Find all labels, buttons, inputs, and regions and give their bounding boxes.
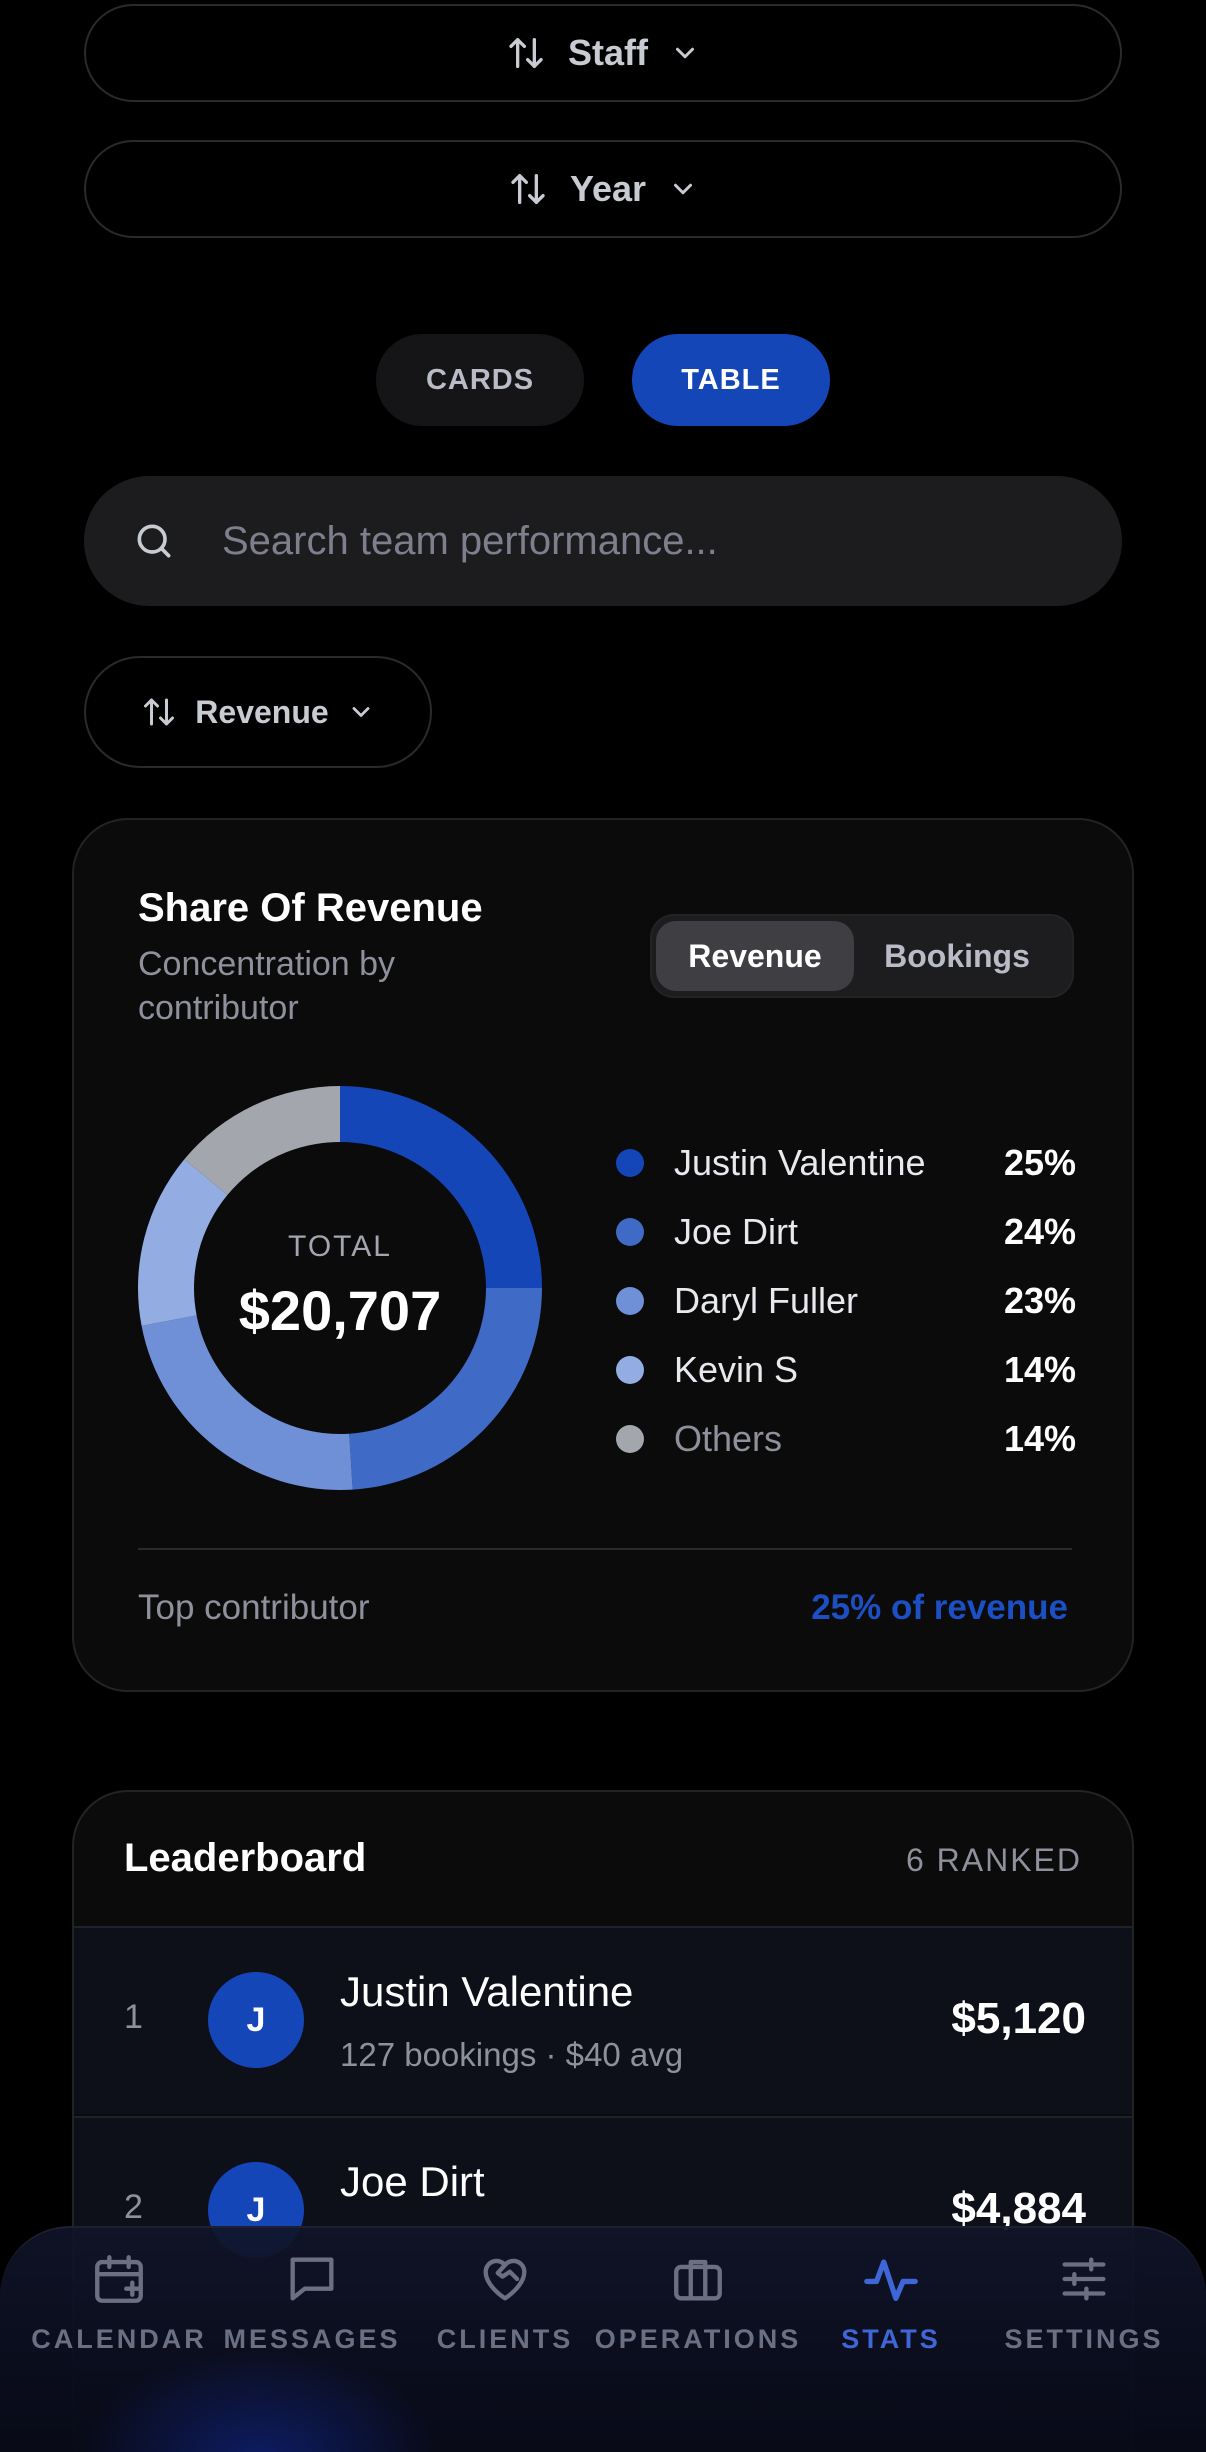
legend-name: Joe Dirt (674, 1210, 799, 1252)
revenue-donut-chart (138, 1086, 542, 1490)
legend-value: 14% (1003, 1348, 1076, 1390)
top-contributor-share: 25% of revenue (811, 1588, 1068, 1627)
donut-slice-1 (349, 1288, 542, 1490)
cards-view-button[interactable]: CARDS (376, 334, 584, 426)
staff-filter-button[interactable]: Staff (84, 4, 1122, 102)
avatar: J (208, 1972, 304, 2068)
calendar-plus-icon (95, 2255, 143, 2303)
legend-item: Others 14% (616, 1404, 1076, 1473)
legend-dot (616, 1148, 644, 1177)
legend-item: Kevin S 14% (616, 1335, 1076, 1404)
share-of-revenue-card: Share Of Revenue Concentration by contri… (72, 818, 1134, 1692)
leaderboard-row[interactable]: 1 J Justin Valentine 127 bookings · $40 … (74, 1926, 1132, 2114)
tab-calendar[interactable]: CALENDAR (24, 2250, 214, 2390)
tab-label: STATS (841, 2324, 941, 2354)
tab-label: OPERATIONS (594, 2324, 802, 2354)
legend-value: 23% (1003, 1279, 1076, 1321)
table-view-button[interactable]: TABLE (632, 334, 830, 426)
donut-slice-2 (141, 1315, 353, 1490)
legend-dot (616, 1424, 644, 1453)
row-name: Joe Dirt (340, 2158, 485, 2205)
card-subtitle: Concentration by contributor (138, 945, 396, 1027)
legend-item: Justin Valentine 25% (616, 1128, 1076, 1197)
activity-icon (864, 2259, 918, 2301)
donut-slice-4 (184, 1086, 340, 1195)
tabbar-glow (80, 2348, 440, 2452)
legend-name: Others (674, 1417, 783, 1459)
legend-value: 25% (1003, 1141, 1076, 1183)
row-rank: 1 (124, 1998, 143, 2036)
top-contributor-label: Top contributor (138, 1588, 370, 1627)
legend-dot (616, 1286, 644, 1315)
bookings-toggle-button[interactable]: Bookings (884, 937, 1030, 974)
tab-operations[interactable]: OPERATIONS (595, 2250, 798, 2390)
bottom-tab-bar: CALENDAR MESSAGES CLIENTS OPERATIONS STA… (0, 2226, 1206, 2452)
donut-slice-3 (138, 1159, 228, 1326)
donut-total-value: $20,707 (238, 1279, 442, 1342)
row-name: Justin Valentine (340, 1968, 634, 2015)
donut-slice-0 (340, 1086, 542, 1288)
search-input[interactable] (222, 518, 1042, 564)
tab-messages[interactable]: MESSAGES (217, 2250, 407, 2390)
chat-bubble-icon (290, 2257, 334, 2301)
sliders-icon (1062, 2257, 1106, 2301)
legend-item: Joe Dirt 24% (616, 1197, 1076, 1266)
legend-dot (616, 1217, 644, 1246)
sort-label: Revenue (195, 693, 329, 730)
tab-settings[interactable]: SETTINGS (989, 2250, 1179, 2390)
chevron-down-icon (674, 183, 693, 195)
sort-arrows-icon (144, 698, 175, 726)
tab-label: SETTINGS (1004, 2324, 1164, 2354)
chevron-down-icon (676, 47, 694, 59)
legend-dot (616, 1355, 644, 1384)
row-amount: $5,120 (951, 1994, 1086, 2043)
tab-stats[interactable]: STATS (796, 2250, 986, 2390)
row-amount: $4,884 (951, 2184, 1086, 2233)
legend-name: Kevin S (674, 1348, 799, 1390)
year-filter-label: Year (569, 168, 647, 209)
tab-label: CLIENTS (436, 2324, 574, 2354)
chart-legend: Justin Valentine 25% Joe Dirt 24% Daryl Full… (616, 1128, 1076, 1473)
tab-label: MESSAGES (223, 2324, 401, 2354)
year-filter-button[interactable]: Year (84, 140, 1122, 238)
card-title: Share Of Revenue (138, 886, 483, 930)
sort-arrows-icon (511, 174, 545, 204)
donut-total-label: TOTAL (288, 1230, 392, 1263)
sort-arrows-icon (509, 38, 543, 69)
leaderboard-title: Leaderboard (124, 1836, 367, 1880)
search-bar (84, 476, 1122, 606)
row-meta: 127 bookings · $40 avg (340, 2036, 684, 2073)
card-divider (138, 1548, 1072, 1550)
staff-filter-label: Staff (568, 32, 648, 73)
legend-name: Daryl Fuller (674, 1279, 859, 1321)
leaderboard-count: 6 RANKED (905, 1842, 1082, 1878)
tab-clients[interactable]: CLIENTS (410, 2250, 600, 2390)
tab-label: CALENDAR (31, 2324, 207, 2354)
legend-item: Daryl Fuller 23% (616, 1266, 1076, 1335)
metric-toggle: Revenue Bookings (650, 914, 1074, 998)
search-icon (137, 524, 171, 558)
chevron-down-icon (352, 707, 370, 717)
revenue-toggle-button[interactable]: Revenue (656, 921, 854, 991)
heart-handshake-icon (483, 2258, 527, 2301)
row-rank: 2 (124, 2188, 143, 2226)
legend-value: 14% (1003, 1417, 1076, 1459)
legend-value: 24% (1003, 1210, 1076, 1252)
briefcase-icon (674, 2259, 722, 2301)
sort-revenue-button[interactable]: Revenue (84, 656, 432, 768)
legend-name: Justin Valentine (674, 1141, 926, 1183)
